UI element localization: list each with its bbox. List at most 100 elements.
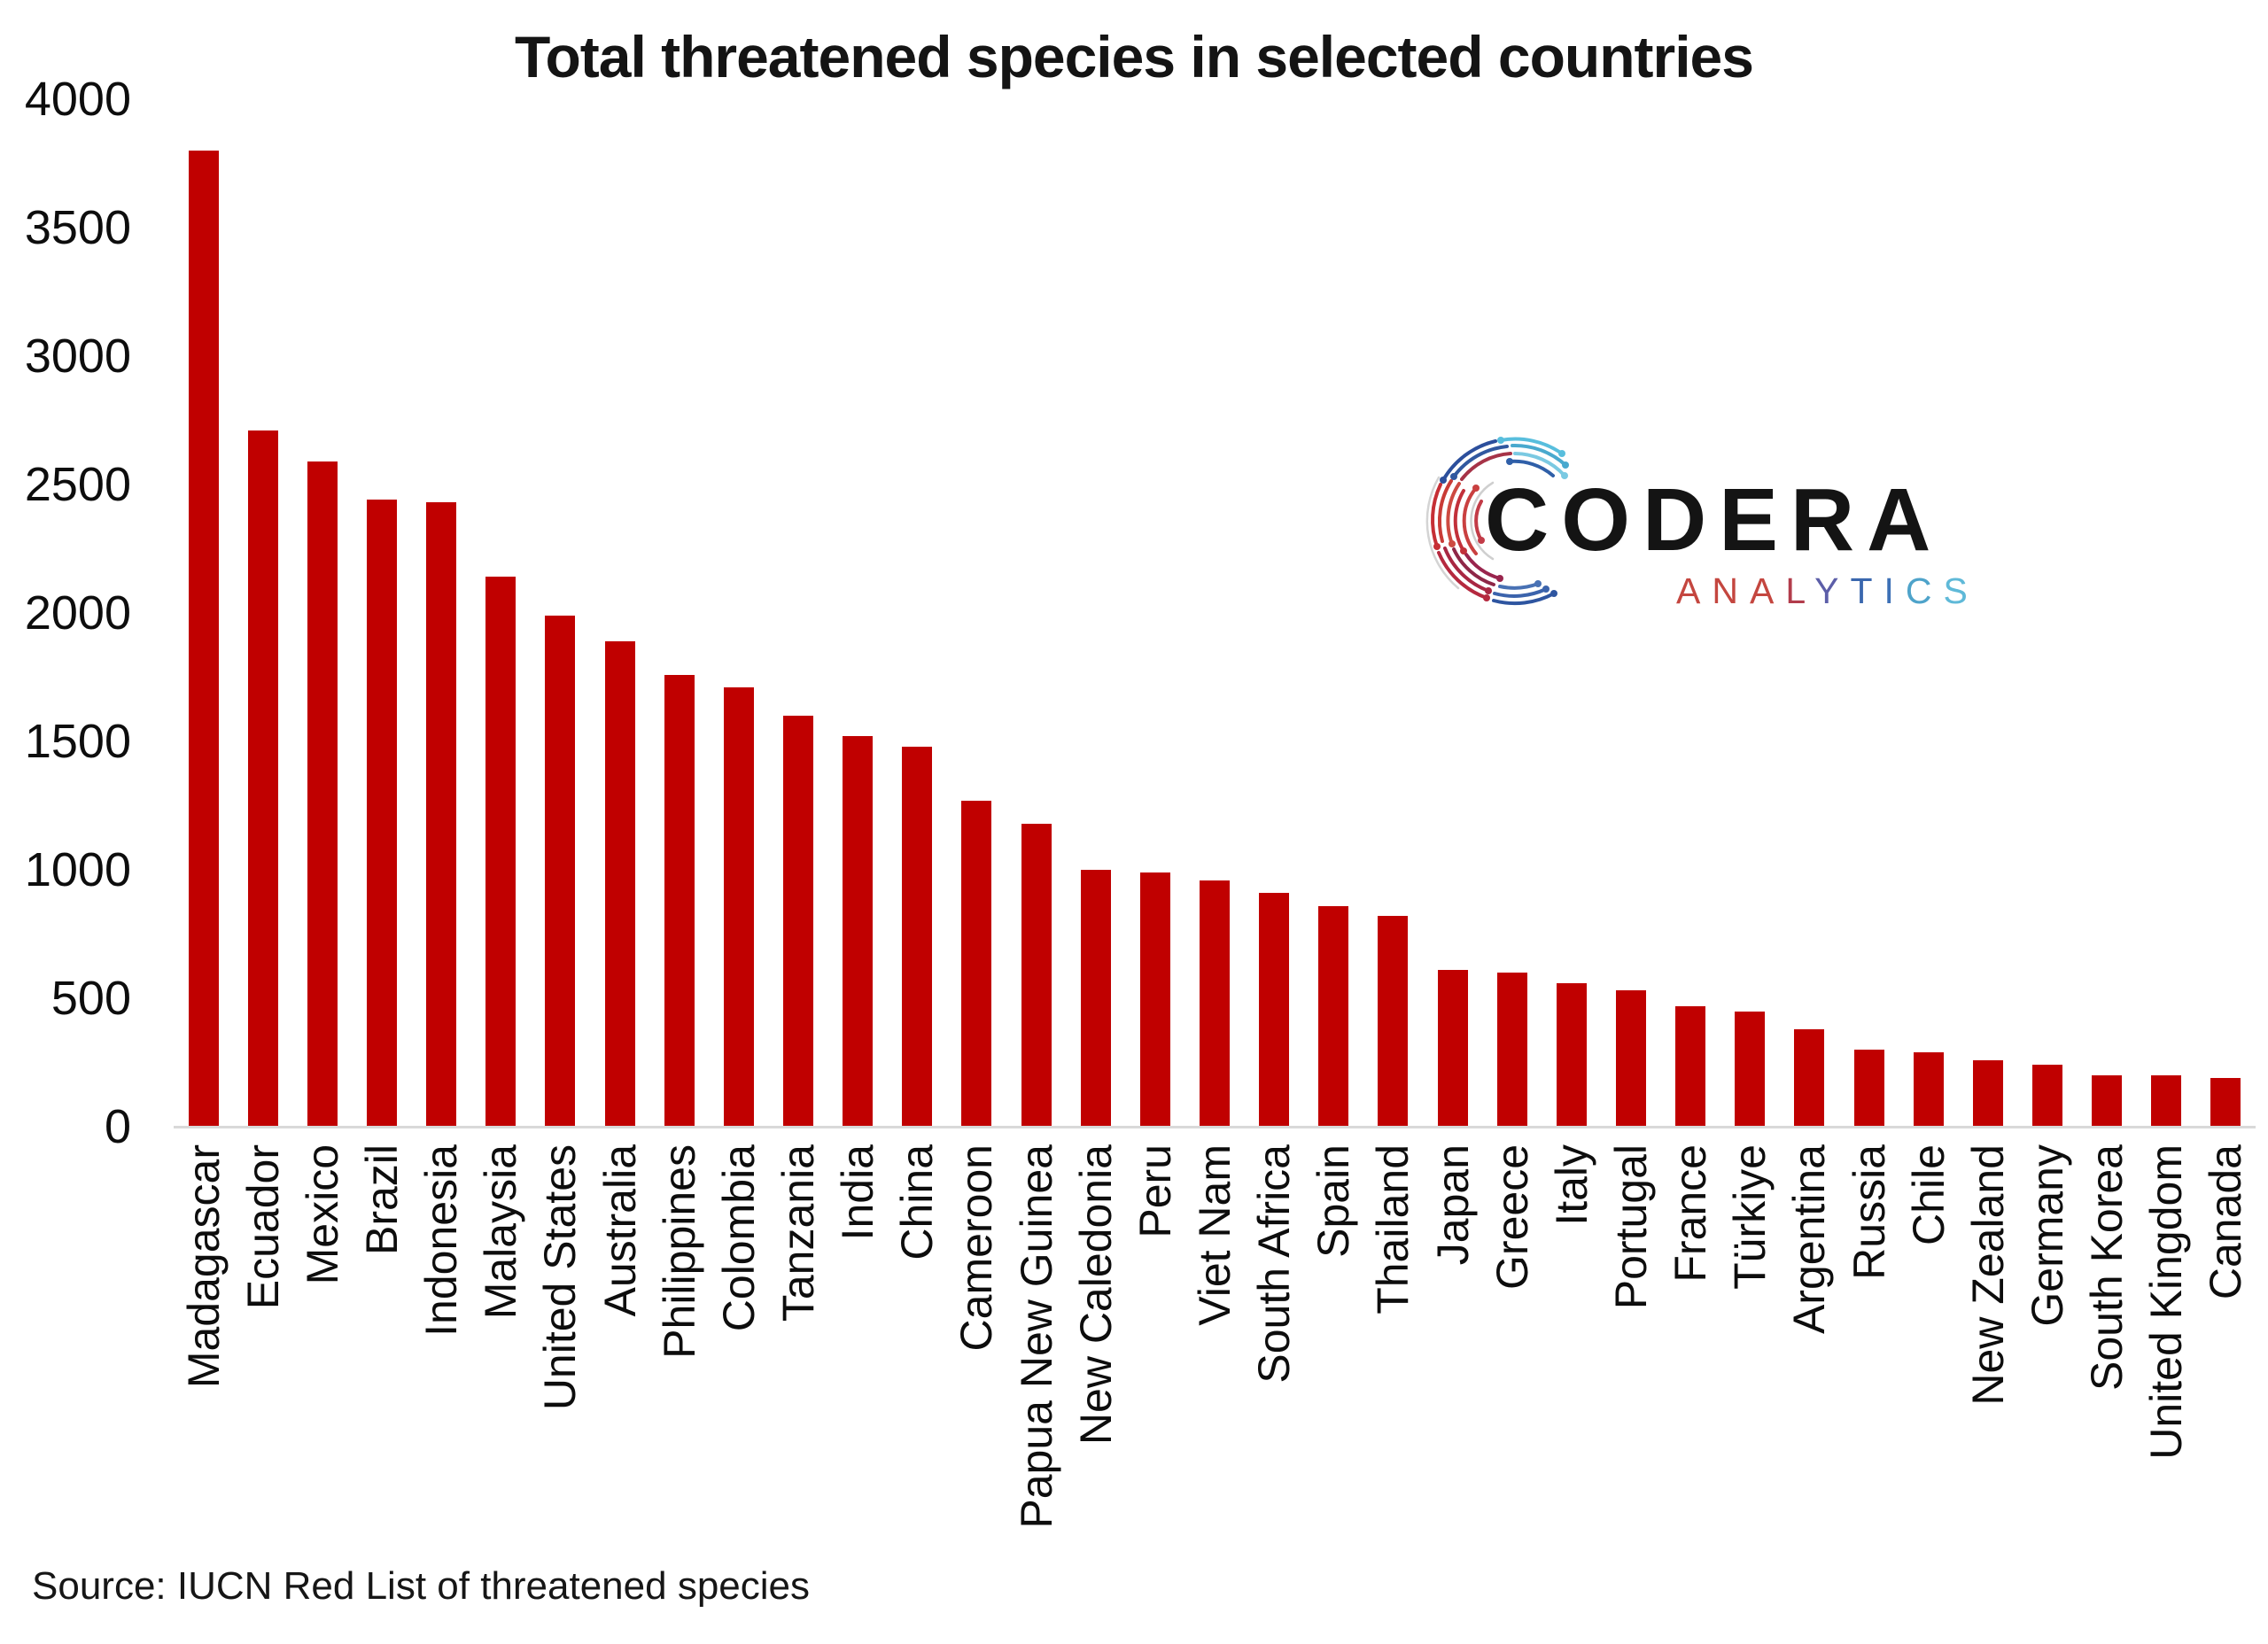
xlabel-australia: Australia [594, 1144, 645, 1317]
xlabel-papua-new-guinea: Papua New Guinea [1011, 1144, 1061, 1529]
xlabel-brazil: Brazil [356, 1144, 407, 1256]
xlabel-united-states: United States [535, 1144, 586, 1411]
bar-slot-russia [1839, 99, 1899, 1127]
bar-france [1675, 1005, 1706, 1127]
bar-slot-australia [590, 99, 649, 1127]
xlabel-t-rkiye: Türkiye [1725, 1144, 1775, 1290]
bar-slot-united-kingdom [2137, 99, 2196, 1127]
logo-subtitle-letter: C [1905, 570, 1944, 611]
xlabel-mexico: Mexico [297, 1144, 347, 1285]
x-slot-germany: Germany [2017, 1144, 2077, 1327]
bar-slot-ecuador [233, 99, 292, 1127]
bar-canada [2210, 1077, 2241, 1127]
bar-slot-cameroon [947, 99, 1006, 1127]
y-axis: 4000 3500 3000 2500 2000 1500 1000 500 0 [0, 0, 131, 1240]
bar-madagascar [188, 151, 219, 1127]
x-slot-tanzania: Tanzania [768, 1144, 827, 1322]
bar-slot-germany [2017, 99, 2077, 1127]
bar-chile [1913, 1051, 1944, 1127]
bar-slot-greece [1482, 99, 1542, 1127]
xlabel-japan: Japan [1427, 1144, 1478, 1266]
x-axis-line [174, 1126, 2256, 1128]
x-slot-france: France [1661, 1144, 1720, 1283]
plot-area [174, 99, 2256, 1127]
xlabel-south-korea: South Korea [2082, 1144, 2132, 1391]
bar-new-zealand [1972, 1059, 2003, 1127]
bar-t-rkiye [1735, 1011, 1766, 1127]
bar-portugal [1615, 990, 1646, 1127]
xlabel-new-caledonia: New Caledonia [1070, 1144, 1121, 1446]
xlabel-russia: Russia [1844, 1144, 1894, 1280]
bar-south-africa [1259, 893, 1290, 1127]
bar-ecuador [247, 430, 278, 1127]
xlabel-malaysia: Malaysia [476, 1144, 526, 1320]
x-slot-new-zealand: New Zealand [1958, 1144, 2017, 1406]
bar-tanzania [782, 716, 813, 1127]
logo-subtitle-letter: I [1884, 570, 1906, 611]
bar-slot-italy [1542, 99, 1601, 1127]
xlabel-new-zealand: New Zealand [1962, 1144, 2013, 1406]
xlabel-united-kingdom: United Kingdom [2141, 1144, 2192, 1460]
x-slot-south-korea: South Korea [2078, 1144, 2137, 1391]
bar-argentina [1794, 1028, 1825, 1127]
bar-slot-new-zealand [1958, 99, 2017, 1127]
x-slot-t-rkiye: Türkiye [1720, 1144, 1780, 1290]
xlabel-italy: Italy [1546, 1144, 1596, 1226]
xlabel-canada: Canada [2201, 1144, 2251, 1300]
bar-peru [1139, 872, 1170, 1127]
x-slot-argentina: Argentina [1780, 1144, 1839, 1334]
ytick-3000: 3000 [24, 330, 131, 383]
logo-subtitle-letter: T [1850, 570, 1884, 611]
bar-cameroon [961, 800, 992, 1127]
bar-slot-china [888, 99, 947, 1127]
x-slot-indonesia: Indonesia [412, 1144, 471, 1337]
bar-italy [1556, 982, 1587, 1127]
bar-colombia [723, 687, 754, 1127]
x-slot-viet-nam: Viet Nam [1184, 1144, 1244, 1326]
logo-subtitle-letter: S [1943, 570, 1979, 611]
bar-slot-indonesia [412, 99, 471, 1127]
bar-slot-japan [1423, 99, 1482, 1127]
x-slot-australia: Australia [590, 1144, 649, 1317]
ytick-4000: 4000 [24, 73, 131, 126]
xlabel-madagascar: Madagascar [178, 1144, 229, 1389]
bar-indonesia [426, 502, 457, 1127]
logo-wordmark: CODERA [1485, 470, 1944, 570]
ytick-2000: 2000 [24, 586, 131, 640]
bar-slot-tanzania [768, 99, 827, 1127]
x-slot-india: India [828, 1144, 888, 1240]
bar-slot-canada [2196, 99, 2256, 1127]
xlabel-philippines: Philippines [654, 1144, 704, 1359]
x-slot-papua-new-guinea: Papua New Guinea [1006, 1144, 1066, 1529]
bar-slot-united-states [531, 99, 590, 1127]
xlabel-greece: Greece [1487, 1144, 1537, 1290]
x-slot-peru: Peru [1125, 1144, 1184, 1238]
xlabel-france: France [1666, 1144, 1716, 1283]
xlabel-india: India [833, 1144, 883, 1241]
codera-logo-mark-icon [1425, 437, 1569, 606]
bar-slot-argentina [1780, 99, 1839, 1127]
bar-slot-malaysia [471, 99, 531, 1127]
x-slot-spain: Spain [1304, 1144, 1363, 1258]
chart-title: Total threatened species in selected cou… [515, 24, 1754, 89]
xlabel-indonesia: Indonesia [416, 1144, 467, 1337]
bar-australia [604, 640, 635, 1127]
x-slot-philippines: Philippines [649, 1144, 709, 1359]
bar-brazil [366, 500, 397, 1127]
bar-india [843, 736, 874, 1127]
x-slot-portugal: Portugal [1601, 1144, 1660, 1309]
bar-mexico [307, 461, 338, 1127]
bar-slot-portugal [1601, 99, 1660, 1127]
bar-slot-madagascar [174, 99, 233, 1127]
ytick-2500: 2500 [24, 458, 131, 511]
codera-logo: CODERA ANALYTICS [1414, 399, 1981, 629]
logo-subtitle-letter: N [1712, 570, 1750, 611]
bar-viet-nam [1199, 880, 1230, 1127]
xlabel-portugal: Portugal [1605, 1144, 1656, 1310]
xlabel-tanzania: Tanzania [773, 1144, 823, 1322]
x-slot-japan: Japan [1423, 1144, 1482, 1265]
bar-slot-colombia [709, 99, 768, 1127]
bar-slot-viet-nam [1184, 99, 1244, 1127]
bar-slot-south-korea [2078, 99, 2137, 1127]
xlabel-china: China [892, 1144, 943, 1260]
